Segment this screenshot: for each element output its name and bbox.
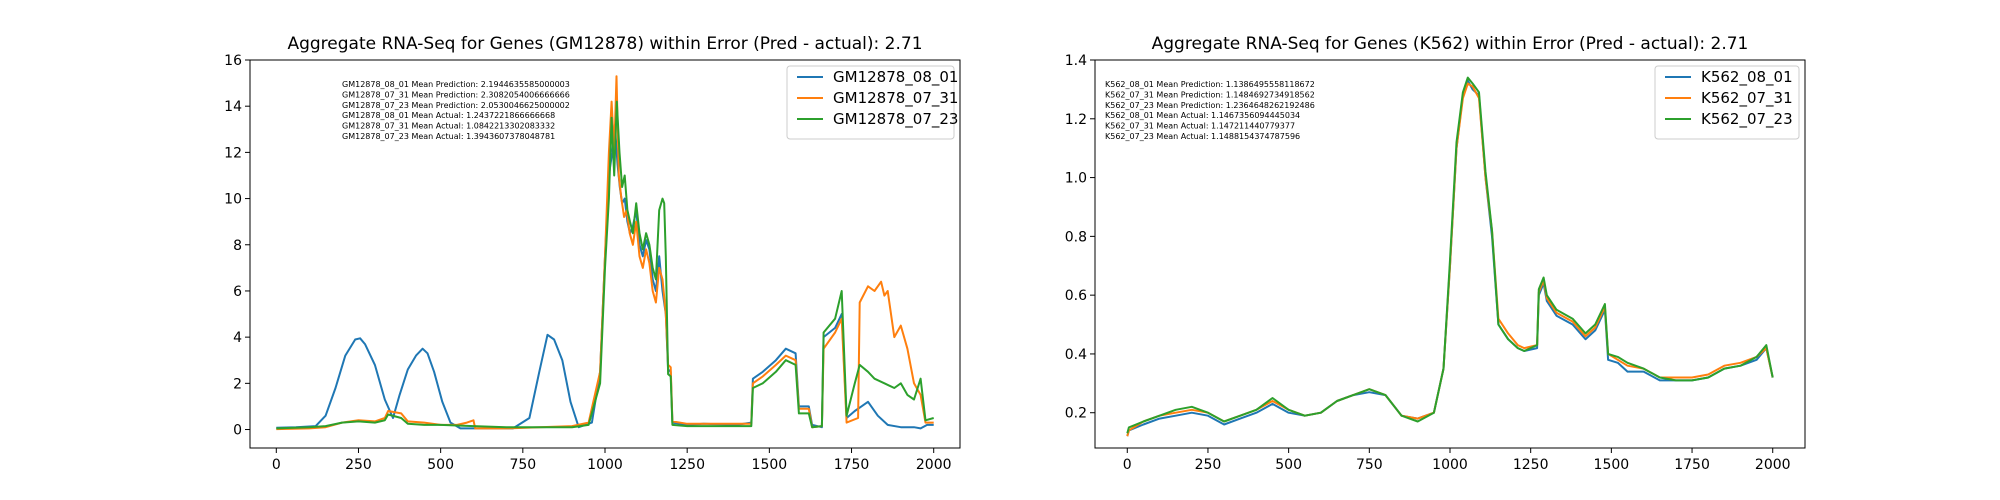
x-tick-label: 1000 <box>587 457 623 473</box>
y-tick-label: 4 <box>233 330 242 346</box>
y-tick-label: 12 <box>224 145 242 161</box>
x-tick-label: 500 <box>427 457 454 473</box>
y-tick-label: 1.0 <box>1065 171 1087 187</box>
series-line-GM12878_07_23 <box>276 100 934 430</box>
y-tick-label: 6 <box>233 284 242 300</box>
y-tick-label: 16 <box>224 53 242 69</box>
x-tick-label: 2000 <box>1755 457 1791 473</box>
y-tick-label: 0.6 <box>1065 288 1087 304</box>
x-tick-label: 750 <box>509 457 536 473</box>
y-tick-label: 0 <box>233 423 242 439</box>
legend-label: GM12878_07_23 <box>833 110 958 129</box>
x-tick-label: 250 <box>345 457 372 473</box>
y-tick-label: 1.2 <box>1065 112 1087 128</box>
x-tick-label: 1750 <box>834 457 870 473</box>
legend: K562_08_01 K562_07_31 K562_07_23 <box>1654 65 1800 140</box>
legend-label: K562_07_23 <box>1701 110 1793 129</box>
series-line-K562_07_23 <box>1126 76 1774 434</box>
legend-box <box>786 65 955 140</box>
y-tick-label: 8 <box>233 238 242 254</box>
y-tick-label: 0.2 <box>1065 406 1087 422</box>
chart-gm12878: Aggregate RNA-Seq for Genes (GM12878) wi… <box>224 34 961 473</box>
stats-annotation: K562_08_01 Mean Prediction: 1.1386495558… <box>1105 80 1315 89</box>
series-line-GM12878_07_31 <box>276 75 934 431</box>
legend-label: GM12878_08_01 <box>833 68 958 87</box>
x-tick-label: 1250 <box>669 457 705 473</box>
x-tick-label: 1000 <box>1432 457 1468 473</box>
stats-annotation: GM12878_07_23 Mean Prediction: 2.0530046… <box>342 101 570 110</box>
x-tick-label: 1750 <box>1674 457 1710 473</box>
chart-title: Aggregate RNA-Seq for Genes (GM12878) wi… <box>287 34 922 54</box>
series-group <box>276 75 934 431</box>
chart-title: Aggregate RNA-Seq for Genes (K562) withi… <box>1152 34 1749 54</box>
y-tick-label: 0.8 <box>1065 229 1087 245</box>
stats-annotation: GM12878_07_31 Mean Actual: 1.08422133020… <box>342 122 555 131</box>
legend-label: K562_07_31 <box>1701 89 1793 108</box>
x-tick-label: 1500 <box>752 457 788 473</box>
stats-annotation: K562_08_01 Mean Actual: 1.14673560944450… <box>1105 111 1300 120</box>
legend-label: GM12878_07_31 <box>833 89 958 108</box>
x-tick-label: 2000 <box>916 457 952 473</box>
stats-annotation: GM12878_07_31 Mean Prediction: 2.3082054… <box>342 90 570 99</box>
x-tick-label: 750 <box>1356 457 1383 473</box>
x-tick-label: 0 <box>272 457 281 473</box>
y-tick-label: 2 <box>233 376 242 392</box>
legend-label: K562_08_01 <box>1701 68 1793 87</box>
stats-annotation: GM12878_08_01 Mean Actual: 1.24372218666… <box>342 111 555 120</box>
x-tick-label: 1250 <box>1513 457 1549 473</box>
stats-annotation: GM12878_08_01 Mean Prediction: 2.1944635… <box>342 80 570 89</box>
y-tick-label: 14 <box>224 99 242 115</box>
series-group <box>1126 76 1774 437</box>
stats-annotation: K562_07_31 Mean Prediction: 1.1484692734… <box>1105 90 1315 99</box>
x-tick-label: 1500 <box>1594 457 1630 473</box>
x-tick-label: 500 <box>1275 457 1302 473</box>
y-tick-label: 1.4 <box>1065 53 1087 69</box>
chart-k562: Aggregate RNA-Seq for Genes (K562) withi… <box>1065 34 1806 473</box>
x-tick-label: 0 <box>1123 457 1132 473</box>
legend-box <box>1654 65 1800 140</box>
stats-annotation: K562_07_23 Mean Prediction: 1.2364648262… <box>1105 101 1315 110</box>
stats-annotation: K562_07_31 Mean Actual: 1.14721144077937… <box>1105 122 1295 131</box>
y-tick-label: 0.4 <box>1065 347 1087 363</box>
stats-annotation: GM12878_07_23 Mean Actual: 1.39436073780… <box>342 132 555 141</box>
y-tick-label: 10 <box>224 192 242 208</box>
stats-annotation: K562_07_23 Mean Actual: 1.14881543747875… <box>1105 132 1300 141</box>
x-tick-label: 250 <box>1195 457 1222 473</box>
legend: GM12878_08_01 GM12878_07_31 GM12878_07_23 <box>786 65 958 140</box>
